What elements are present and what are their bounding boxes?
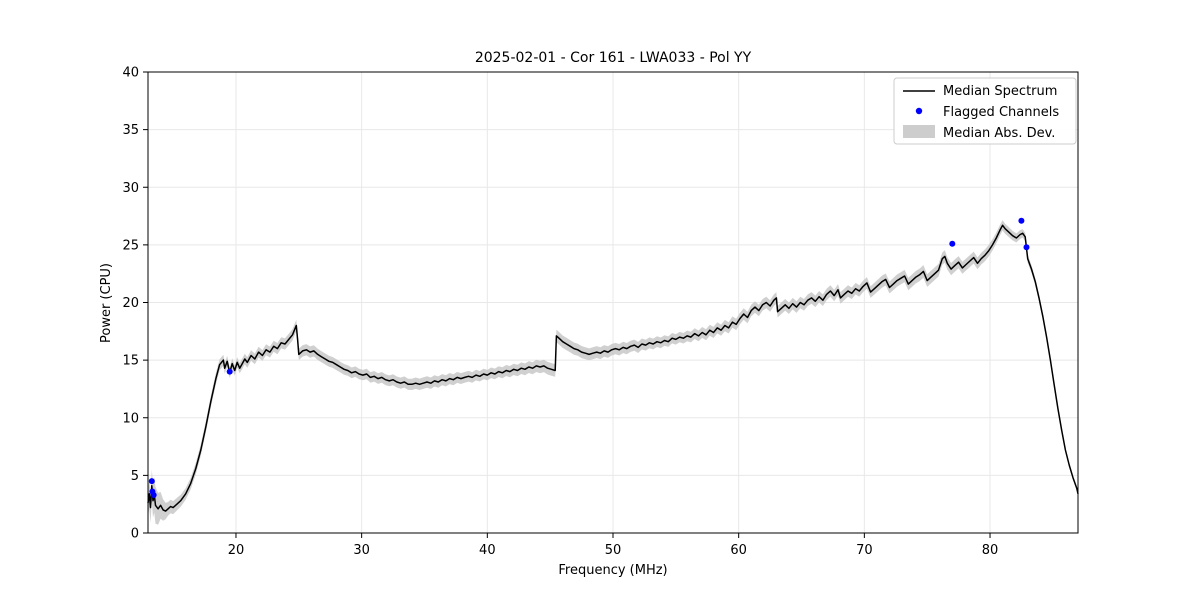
- chart-title: 2025-02-01 - Cor 161 - LWA033 - Pol YY: [475, 50, 752, 66]
- x-tick-label: 50: [605, 543, 622, 558]
- median-spectrum-line: [147, 224, 1079, 512]
- legend-label-flagged: Flagged Channels: [943, 105, 1059, 120]
- x-tick-label: 60: [730, 543, 747, 558]
- x-tick-label: 40: [479, 543, 496, 558]
- y-tick-label: 15: [122, 354, 139, 369]
- legend: Median Spectrum Flagged Channels Median …: [893, 77, 1077, 145]
- axes-frame: [147, 71, 1079, 534]
- flagged-channel-marker: [226, 368, 233, 375]
- y-tick-label: 25: [122, 238, 139, 253]
- flagged-channel-marker: [148, 478, 155, 485]
- y-tick-label: 10: [122, 411, 139, 426]
- flagged-channel-marker: [949, 240, 956, 247]
- y-tick-label: 0: [131, 527, 139, 542]
- y-tick-label: 30: [122, 181, 139, 196]
- y-tick-label: 5: [131, 469, 139, 484]
- flagged-channel-marker: [1023, 244, 1030, 251]
- y-tick-label: 40: [122, 66, 139, 81]
- legend-label-median: Median Spectrum: [943, 84, 1057, 99]
- x-tick-label: 30: [353, 543, 370, 558]
- x-tick-label: 20: [228, 543, 245, 558]
- legend-band-sample: [903, 125, 935, 138]
- legend-dot-sample: [915, 107, 923, 115]
- y-axis-label: Power (CPU): [99, 263, 114, 343]
- plot-area: 20 30 40 50 60 70 80 0 5 10 15 20 25 30 35 40: [122, 66, 1079, 558]
- x-axis-label: Frequency (MHz): [558, 563, 667, 578]
- mad-band: [148, 220, 1078, 525]
- x-tick-label: 80: [982, 543, 999, 558]
- legend-label-mad: Median Abs. Dev.: [943, 126, 1055, 141]
- flagged-channel-marker: [1018, 217, 1025, 224]
- y-tick-label: 35: [122, 123, 139, 138]
- x-tick-label: 70: [856, 543, 873, 558]
- flagged-channel-marker: [150, 492, 157, 498]
- legend-frame: [893, 77, 1077, 145]
- y-tick-label: 20: [122, 296, 139, 311]
